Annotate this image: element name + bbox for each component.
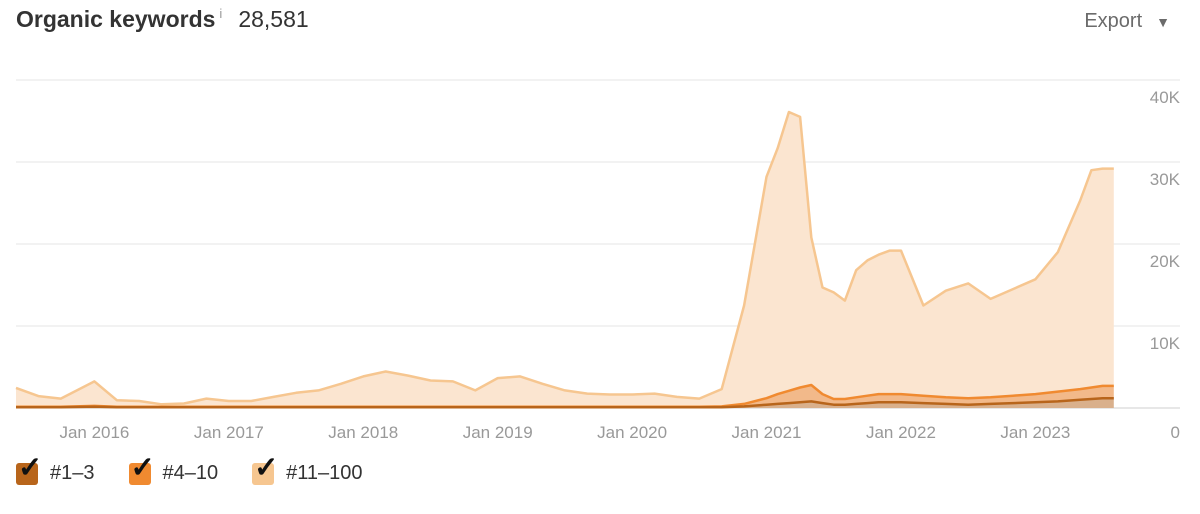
x-tick-label: Jan 2022 [866,423,936,442]
export-label: Export [1084,10,1143,32]
legend-item-top10[interactable]: ✓ #4–10 [128,453,219,485]
chart-title: Organic keywords [16,6,216,32]
keyword-total: 28,581 [238,6,309,32]
legend-checkbox-top100[interactable]: ✓ [252,453,278,485]
export-button[interactable]: Export ▼ [1084,10,1170,33]
x-tick-label: Jan 2016 [59,423,129,442]
series-line [16,396,1114,409]
x-tick-label: Jan 2017 [194,423,264,442]
checkmark-icon: ✓ [18,451,43,484]
checkmark-icon: ✓ [130,451,155,484]
legend-checkbox-top3[interactable]: ✓ [16,453,42,485]
organic-keywords-chart: 10K 20K 30K 40K Jan 2016 Jan 2017 Jan 2018 Jan … [15,79,1181,442]
checkmark-icon: ✓ [254,451,279,484]
legend-label-top10: #4–10 [162,462,219,484]
x-tick-label: Jan 2018 [328,423,398,442]
caret-down-icon: ▼ [1156,13,1170,30]
series-line [15,110,1114,406]
y-tick-label: 40K [1150,88,1181,107]
legend-label-top100: #11–100 [286,462,363,484]
y-tick-label: 30K [1150,170,1181,189]
legend-checkbox-top10[interactable]: ✓ [128,453,155,485]
series-area [16,385,1114,408]
y-tick-label: 10K [1150,334,1181,353]
x-tick-label: Jan 2023 [1000,423,1070,442]
x-tick-label: Jan 2019 [463,423,533,442]
legend-item-top3[interactable]: ✓ #1–3 [16,453,95,485]
x-tick-label: Jan 2020 [597,423,667,442]
y-tick-label: 0 [1171,423,1180,442]
chart-legend: ✓ #1–3 ✓ #4–10 ✓ #11–100 [16,453,397,485]
legend-label-top3: #1–3 [50,462,95,484]
legend-item-top100[interactable]: ✓ #11–100 [252,453,363,485]
y-tick-label: 20K [1150,252,1181,271]
series-area [16,112,1114,407]
x-tick-label: Jan 2021 [732,423,802,442]
info-icon[interactable]: i [219,6,223,21]
chart-header: Organic keywords i 28,581 [16,6,309,42]
